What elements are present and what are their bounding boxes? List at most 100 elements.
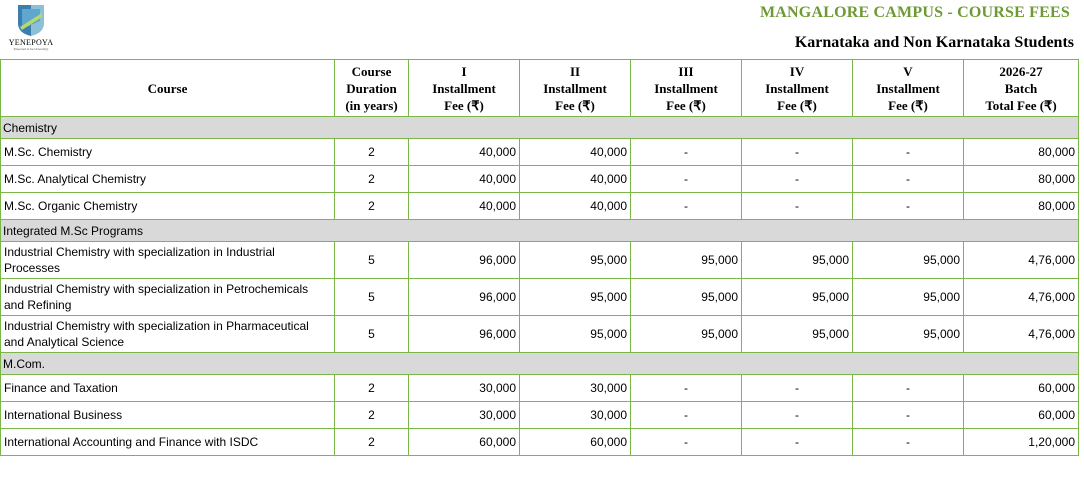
column-header-line: V	[903, 63, 913, 79]
installment-fee-cell: -	[630, 401, 742, 429]
duration-cell: 2	[334, 138, 409, 166]
installment-fee-cell: -	[741, 192, 853, 220]
column-header-line: II	[569, 63, 581, 79]
column-header: I Installment Fee (₹)	[408, 59, 520, 117]
column-header: Course	[0, 59, 335, 117]
installment-fee-cell: 95,000	[630, 278, 742, 316]
total-fee-cell: 1,20,000	[963, 428, 1079, 456]
course-name-cell: M.Sc. Analytical Chemistry	[0, 165, 335, 193]
total-fee-cell: 4,76,000	[963, 241, 1079, 279]
installment-fee-cell: 60,000	[519, 428, 631, 456]
installment-fee-cell: 95,000	[741, 278, 853, 316]
column-header: III Installment Fee (₹)	[630, 59, 742, 117]
installment-fee-cell: -	[630, 192, 742, 220]
section-title: Chemistry	[0, 116, 1079, 139]
duration-cell: 2	[334, 401, 409, 429]
installment-fee-cell: 30,000	[408, 401, 520, 429]
course-name-cell: International Business	[0, 401, 335, 429]
table-row: International Accounting and Finance wit…	[0, 428, 1079, 456]
table-body: Chemistry M.Sc. Chemistry 2 40,000 40,000- - -…	[0, 116, 1079, 456]
installment-fee-cell: -	[741, 401, 853, 429]
installment-fee-cell: 30,000	[408, 374, 520, 402]
column-header-line: Installment	[765, 80, 829, 96]
duration-cell: 5	[334, 278, 409, 316]
column-header-line: Duration	[346, 80, 397, 96]
course-name-cell: Industrial Chemistry with specialization…	[0, 315, 335, 353]
column-header-line: Total Fee (₹)	[985, 97, 1057, 113]
installment-fee-cell: 95,000	[519, 278, 631, 316]
table-row: Industrial Chemistry with specialization…	[0, 241, 1079, 279]
page-title: MANGALORE CAMPUS - COURSE FEES	[759, 4, 1070, 21]
table-header-row: Course Course Duration (in years) I Installme…	[0, 59, 1079, 117]
table-row: Industrial Chemistry with specialization…	[0, 278, 1079, 316]
installment-fee-cell: 95,000	[519, 241, 631, 279]
column-header: IV Installment Fee (₹)	[741, 59, 853, 117]
installment-fee-cell: 40,000	[519, 165, 631, 193]
installment-fee-cell: -	[630, 165, 742, 193]
section-title: Integrated M.Sc Programs	[0, 219, 1079, 242]
logo-name: YENEPOYA	[8, 38, 54, 47]
installment-fee-cell: -	[741, 374, 853, 402]
course-name-cell: M.Sc. Organic Chemistry	[0, 192, 335, 220]
installment-fee-cell: 30,000	[519, 401, 631, 429]
installment-fee-cell: -	[630, 374, 742, 402]
column-header-line: Fee (₹)	[666, 97, 706, 113]
duration-cell: 5	[334, 315, 409, 353]
installment-fee-cell: 40,000	[519, 192, 631, 220]
installment-fee-cell: -	[852, 192, 964, 220]
table-row: M.Sc. Analytical Chemistry 2 40,000 40,000-…	[0, 165, 1079, 193]
installment-fee-cell: 95,000	[852, 241, 964, 279]
installment-fee-cell: 96,000	[408, 278, 520, 316]
column-header-line: IV	[789, 63, 805, 79]
column-header-line: Installment	[432, 80, 496, 96]
column-header-line: I	[461, 63, 467, 79]
column-header-line: 2026-27	[999, 63, 1043, 79]
installment-fee-cell: 95,000	[519, 315, 631, 353]
installment-fee-cell: -	[741, 428, 853, 456]
course-name-cell: M.Sc. Chemistry	[0, 138, 335, 166]
installment-fee-cell: -	[630, 428, 742, 456]
section-row: Integrated M.Sc Programs	[0, 219, 1079, 242]
university-logo: YENEPOYA (Deemed to be University)	[8, 3, 54, 55]
course-name-cell: Industrial Chemistry with specialization…	[0, 278, 335, 316]
total-fee-cell: 60,000	[963, 374, 1079, 402]
duration-cell: 2	[334, 192, 409, 220]
total-fee-cell: 80,000	[963, 192, 1079, 220]
logo-tagline: (Deemed to be University)	[13, 47, 49, 51]
total-fee-cell: 4,76,000	[963, 278, 1079, 316]
installment-fee-cell: -	[852, 138, 964, 166]
section-row: Chemistry	[0, 116, 1079, 139]
duration-cell: 2	[334, 428, 409, 456]
installment-fee-cell: 40,000	[408, 138, 520, 166]
column-header-line: Course	[147, 80, 188, 96]
total-fee-cell: 4,76,000	[963, 315, 1079, 353]
shield-logo-icon	[18, 5, 44, 36]
column-header-line: Installment	[876, 80, 940, 96]
column-header-line: Batch	[1004, 80, 1038, 96]
installment-fee-cell: 95,000	[741, 315, 853, 353]
installment-fee-cell: -	[741, 165, 853, 193]
installment-fee-cell: -	[852, 428, 964, 456]
column-header-line: Fee (₹)	[888, 97, 928, 113]
column-header-line: Fee (₹)	[555, 97, 595, 113]
column-header: II Installment Fee (₹)	[519, 59, 631, 117]
installment-fee-cell: 96,000	[408, 315, 520, 353]
total-fee-cell: 80,000	[963, 165, 1079, 193]
column-header-line: (in years)	[345, 97, 398, 113]
course-name-cell: International Accounting and Finance wit…	[0, 428, 335, 456]
table-row: International Business 2 30,000 30,000- - -60…	[0, 401, 1079, 429]
page-subtitle: Karnataka and Non Karnataka Students	[794, 34, 1074, 51]
duration-cell: 5	[334, 241, 409, 279]
column-header-line: Installment	[543, 80, 607, 96]
course-name-cell: Industrial Chemistry with specialization…	[0, 241, 335, 279]
installment-fee-cell: 95,000	[852, 315, 964, 353]
column-header: V Installment Fee (₹)	[852, 59, 964, 117]
installment-fee-cell: -	[852, 374, 964, 402]
table-row: Finance and Taxation 2 30,000 30,000- - -60,0…	[0, 374, 1079, 402]
total-fee-cell: 80,000	[963, 138, 1079, 166]
column-header-line: Fee (₹)	[444, 97, 484, 113]
installment-fee-cell: 40,000	[408, 165, 520, 193]
column-header-line: Installment	[654, 80, 718, 96]
table-row: Industrial Chemistry with specialization…	[0, 315, 1079, 353]
installment-fee-cell: -	[741, 138, 853, 166]
